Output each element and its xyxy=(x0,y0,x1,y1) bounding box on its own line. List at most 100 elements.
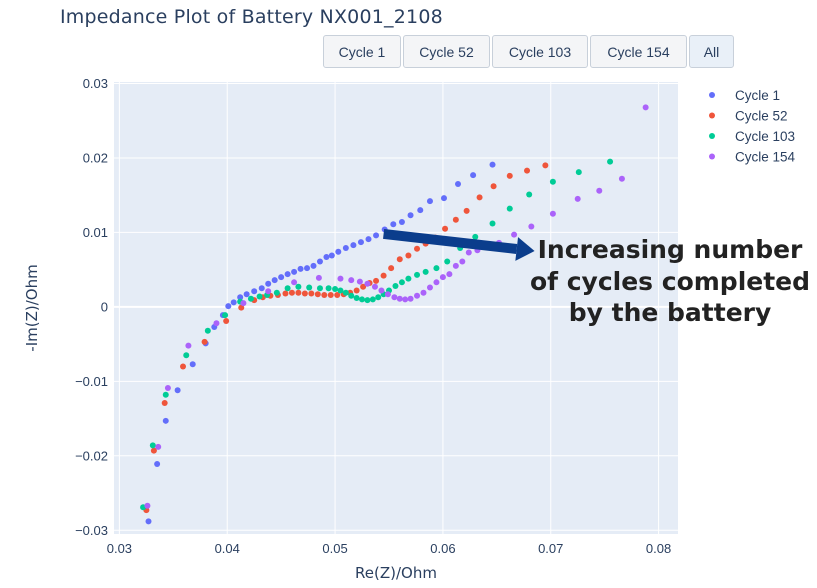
data-point xyxy=(335,248,342,255)
arrow-head xyxy=(515,237,535,261)
data-point xyxy=(378,287,385,294)
data-point xyxy=(407,295,414,302)
x-tick-label: 0.06 xyxy=(430,541,455,556)
data-point xyxy=(321,291,328,298)
data-point xyxy=(489,220,496,227)
x-tick-label: 0.07 xyxy=(538,541,563,556)
data-point xyxy=(426,284,433,291)
data-point xyxy=(420,289,427,296)
data-point xyxy=(607,158,614,165)
data-point xyxy=(439,274,446,281)
data-point xyxy=(213,320,220,327)
y-tick-label: 0 xyxy=(101,299,108,314)
legend-marker xyxy=(709,92,715,98)
x-tick-label: 0.03 xyxy=(107,541,132,556)
annotation-line-1: Increasing number xyxy=(538,235,803,264)
data-point xyxy=(392,283,399,290)
data-point xyxy=(422,268,429,275)
data-point xyxy=(549,178,556,185)
all-button[interactable]: All xyxy=(689,35,734,68)
data-point xyxy=(258,285,265,292)
data-point xyxy=(238,304,245,311)
data-point xyxy=(189,361,196,368)
data-point xyxy=(284,271,291,278)
data-point xyxy=(618,175,625,182)
data-point xyxy=(489,161,496,168)
data-point xyxy=(417,207,424,214)
data-point xyxy=(332,286,339,293)
data-point xyxy=(398,279,405,286)
data-point xyxy=(162,391,169,398)
data-point xyxy=(364,280,371,287)
data-point xyxy=(204,327,211,334)
data-point xyxy=(433,279,440,286)
data-point xyxy=(183,352,190,359)
data-point xyxy=(149,442,156,449)
annotation-arrow xyxy=(383,228,535,261)
cycle-103-button[interactable]: Cycle 103 xyxy=(492,35,588,68)
x-tick-labels: 0.03 0.04 0.05 0.06 0.07 0.08 xyxy=(107,541,672,556)
data-point xyxy=(154,461,161,468)
data-point xyxy=(396,295,403,302)
data-point xyxy=(375,294,382,301)
data-point xyxy=(315,274,322,281)
data-point xyxy=(273,289,280,296)
data-point xyxy=(405,252,412,259)
data-point xyxy=(360,283,367,290)
data-point xyxy=(350,242,357,249)
data-point xyxy=(407,212,414,219)
data-point xyxy=(201,338,208,345)
data-point xyxy=(162,417,169,424)
cycle-1-button[interactable]: Cycle 1 xyxy=(323,35,401,68)
data-point xyxy=(328,252,335,259)
series-cycle-103 xyxy=(140,158,614,511)
cycle-154-button[interactable]: Cycle 154 xyxy=(590,35,687,68)
data-point xyxy=(174,387,181,394)
chart-title: Impedance Plot of Battery NX001_2108 xyxy=(60,6,443,28)
data-point xyxy=(348,292,355,299)
grid-lines xyxy=(114,82,678,534)
data-point xyxy=(337,287,344,294)
data-point xyxy=(295,283,302,290)
data-point xyxy=(414,245,421,252)
x-tick-label: 0.04 xyxy=(215,541,240,556)
data-point xyxy=(291,268,298,275)
data-point xyxy=(164,385,171,392)
data-point xyxy=(161,399,168,406)
data-point xyxy=(476,194,483,201)
data-point xyxy=(524,167,531,174)
cycle-button-bar: Cycle 1 Cycle 52 Cycle 103 Cycle 154 All xyxy=(323,35,736,70)
data-point xyxy=(373,277,380,284)
data-point xyxy=(155,443,162,450)
arrow-shaft xyxy=(383,228,518,254)
data-point xyxy=(396,256,403,263)
data-point xyxy=(288,289,295,296)
y-tick-label: 0.03 xyxy=(83,76,108,91)
data-point xyxy=(528,223,535,230)
annotation-line-3: by the battery xyxy=(569,298,772,327)
data-point xyxy=(359,296,366,303)
y-tick-label: 0.01 xyxy=(83,225,108,240)
data-point xyxy=(348,277,355,284)
data-point xyxy=(316,258,323,265)
data-point xyxy=(596,187,603,194)
data-point xyxy=(642,104,649,111)
data-point xyxy=(414,271,421,278)
cycle-52-button[interactable]: Cycle 52 xyxy=(403,35,490,68)
plot-area xyxy=(114,82,678,534)
data-point xyxy=(414,292,421,299)
data-point xyxy=(237,294,244,301)
data-point xyxy=(369,296,376,303)
y-tick-label: 0.02 xyxy=(83,150,108,165)
data-point xyxy=(371,283,378,290)
legend-marker xyxy=(709,112,715,119)
data-point xyxy=(251,288,258,295)
data-point xyxy=(442,225,449,232)
data-point xyxy=(327,291,334,298)
data-point xyxy=(284,285,291,292)
data-point xyxy=(575,169,582,176)
x-tick-label: 0.08 xyxy=(646,541,671,556)
data-point xyxy=(549,210,556,217)
data-point xyxy=(472,233,479,240)
